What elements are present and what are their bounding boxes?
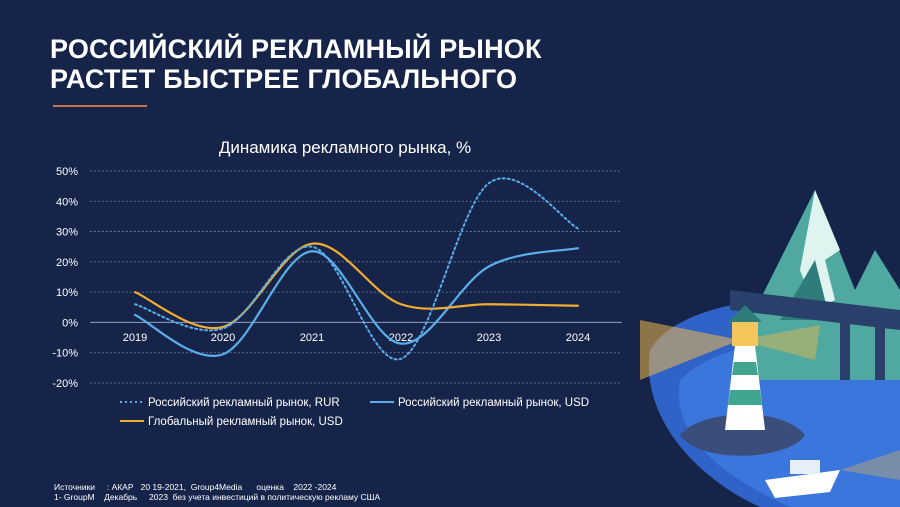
- series-line-2: [133, 247, 580, 357]
- lighthouse-illustration: [640, 190, 900, 507]
- x-tick-label: 2023: [477, 332, 501, 344]
- series-line-3: [133, 242, 580, 330]
- chart-series: [133, 177, 580, 361]
- chart-title: Динамика рекламного рынка, %: [219, 138, 471, 157]
- slide-title-line-2: РАСТЕТ БЫСТРЕЕ ГЛОБАЛЬНОГО: [50, 64, 518, 94]
- x-tick-label: 2019: [123, 332, 147, 344]
- chart-legend: Российский рекламный рынок, RUR Российски…: [120, 397, 589, 428]
- slide-title: РОССИЙСКИЙ РЕКЛАМНЫЙ РЫНОК РАСТЕТ БЫСТРЕ…: [50, 34, 630, 94]
- legend-label: Российский рекламный рынок, RUR: [148, 397, 340, 409]
- y-tick-label: 50%: [56, 166, 78, 178]
- sources-footnote: Источники : АКАР 20 19-2021, Group4Media…: [54, 482, 380, 502]
- y-tick-label: 0%: [62, 317, 78, 329]
- series-line-1: [134, 177, 579, 361]
- x-tick-label: 2021: [300, 332, 324, 344]
- x-tick-label: 2020: [211, 332, 235, 344]
- x-axis-ticks: 2019 2020 2021 2022 2023 2024: [123, 332, 590, 344]
- chart-grid: [90, 170, 622, 384]
- footnote-line-1: Источники : АКАР 20 19-2021, Group4Media…: [54, 482, 337, 492]
- y-tick-label: -20%: [52, 378, 78, 390]
- y-tick-label: 30%: [56, 227, 78, 239]
- title-underline: [53, 105, 147, 107]
- y-axis-ticks: 50% 40% 30% 20% 10% 0% -10% -20%: [52, 166, 78, 390]
- y-tick-label: 20%: [56, 257, 78, 269]
- y-tick-label: -10%: [52, 348, 78, 360]
- x-tick-label: 2024: [566, 332, 590, 344]
- y-tick-label: 10%: [56, 287, 78, 299]
- y-tick-label: 40%: [56, 196, 78, 208]
- legend-label: Российский рекламный рынок, USD: [398, 397, 589, 409]
- footnote-line-2: 1- GroupM Декабрь 2023 без учета инвести…: [54, 492, 381, 502]
- legend-label: Глобальный рекламный рынок, USD: [148, 416, 343, 428]
- line-chart: Динамика рекламного рынка, % 50% 40% 30% 20…: [52, 138, 622, 428]
- slide-title-line-1: РОССИЙСКИЙ РЕКЛАМНЫЙ РЫНОК: [50, 34, 542, 64]
